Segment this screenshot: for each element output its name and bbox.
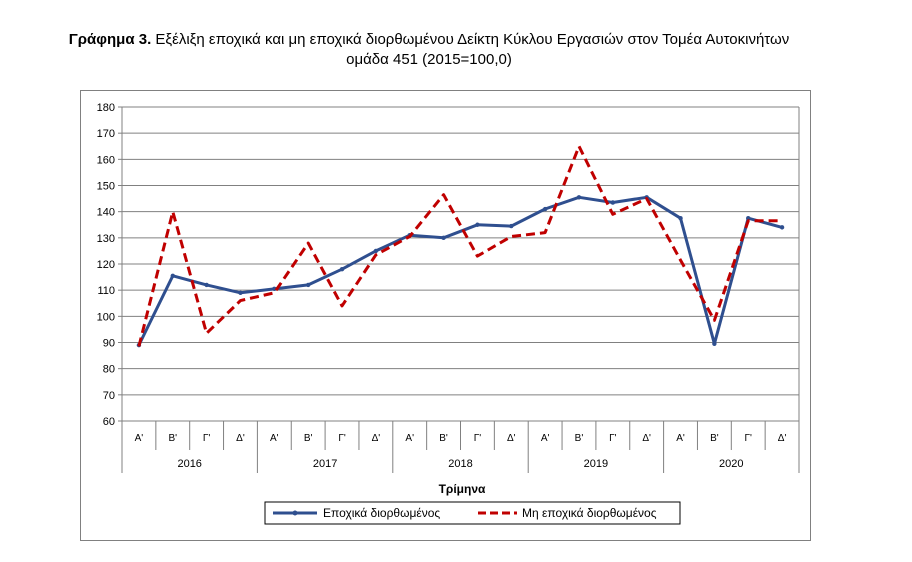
y-tick-label: 110 xyxy=(97,285,115,297)
x-category-label: Α' xyxy=(541,433,550,444)
x-category-label: Δ' xyxy=(642,433,651,444)
data-point xyxy=(576,195,582,200)
x-category-label: Δ' xyxy=(778,433,787,444)
x-category-label: Δ' xyxy=(236,433,245,444)
gridlines xyxy=(122,106,800,422)
data-point xyxy=(678,216,683,221)
x-category-label: Α' xyxy=(270,433,279,444)
data-point xyxy=(305,282,311,288)
x-category-label: Γ' xyxy=(203,433,211,444)
series-line-nonseasonal xyxy=(137,144,783,347)
data-point xyxy=(170,273,175,278)
x-year-label: 2017 xyxy=(313,458,337,470)
data-point xyxy=(475,222,480,227)
data-point xyxy=(542,206,548,212)
legend-label-nonseasonal: Μη εποχικά διορθωμένος xyxy=(522,506,657,520)
y-tick-label: 130 xyxy=(97,233,115,245)
y-tick-label: 150 xyxy=(97,181,115,193)
y-tick-label: 80 xyxy=(103,364,115,376)
legend-marker-seasonal xyxy=(292,510,298,516)
data-point xyxy=(204,282,209,288)
legend-label-seasonal: Εποχικά διορθωμένος xyxy=(323,506,440,520)
data-point xyxy=(339,267,345,272)
x-year-label: 2016 xyxy=(177,458,201,470)
x-category-label: Γ' xyxy=(745,433,753,444)
x-category-label: Β' xyxy=(710,433,719,444)
x-category-label: Α' xyxy=(676,433,685,444)
y-tick-label: 120 xyxy=(97,259,115,271)
series-lines xyxy=(136,144,785,348)
y-tick-label: 160 xyxy=(97,154,115,166)
x-category-label: Β' xyxy=(304,433,313,444)
data-point xyxy=(238,290,243,295)
x-year-label: 2020 xyxy=(719,458,743,470)
y-tick-label: 100 xyxy=(97,311,115,323)
x-category-label: Β' xyxy=(439,433,448,444)
y-tick-label: 180 xyxy=(97,102,115,114)
chart-title-prefix: Γράφημα 3. xyxy=(68,31,152,48)
x-year-label: 2019 xyxy=(584,458,608,470)
x-axis-title: Τρίμηνα xyxy=(439,482,486,496)
y-tick-label: 140 xyxy=(97,207,115,219)
data-point xyxy=(272,286,277,292)
y-axis: 60 70 80 90 100 110 120 130 140 150 160 170 180 xyxy=(97,102,123,428)
series-line-seasonal xyxy=(137,195,783,346)
x-category-label: Γ' xyxy=(338,433,346,444)
x-category-label: Γ' xyxy=(474,433,482,444)
y-tick-label: 90 xyxy=(103,338,115,350)
y-tick-label: 170 xyxy=(97,128,115,140)
x-category-label: Β' xyxy=(168,433,177,444)
data-point xyxy=(712,341,717,347)
y-tick-label: 60 xyxy=(103,416,115,428)
data-point xyxy=(373,248,379,254)
chart-frame xyxy=(80,90,811,541)
chart-title: Γράφημα 3. Εξέλιξη εποχικά και μη εποχικ… xyxy=(0,30,858,70)
x-category-label: Α' xyxy=(405,433,414,444)
chart-title-line1: Εξέλιξη εποχικά και μη εποχικά διορθωμέν… xyxy=(155,31,790,48)
x-category-label: Γ' xyxy=(609,433,617,444)
y-tick-label: 70 xyxy=(103,390,115,402)
x-category-label: Δ' xyxy=(372,433,381,444)
data-point xyxy=(509,223,514,229)
x-category-label: Δ' xyxy=(507,433,516,444)
legend-box xyxy=(264,501,681,525)
x-category-label: Α' xyxy=(135,433,144,444)
x-axis: Α' Β' Γ' Δ' Α' Β' Γ' Δ' Α' Β' Γ' Δ' Α' Β' Γ' Δ' Α' Β' Γ' Δ'… xyxy=(121,421,800,473)
x-category-label: Β' xyxy=(575,433,584,444)
data-point xyxy=(610,200,616,205)
x-year-label: 2018 xyxy=(448,458,472,470)
chart-title-line2: ομάδα 451 (2015=100,0) xyxy=(346,51,512,68)
legend: Εποχικά διορθωμένος Μη εποχικά διορθωμένο… xyxy=(264,501,681,525)
data-point xyxy=(441,235,446,241)
data-point xyxy=(779,225,785,230)
